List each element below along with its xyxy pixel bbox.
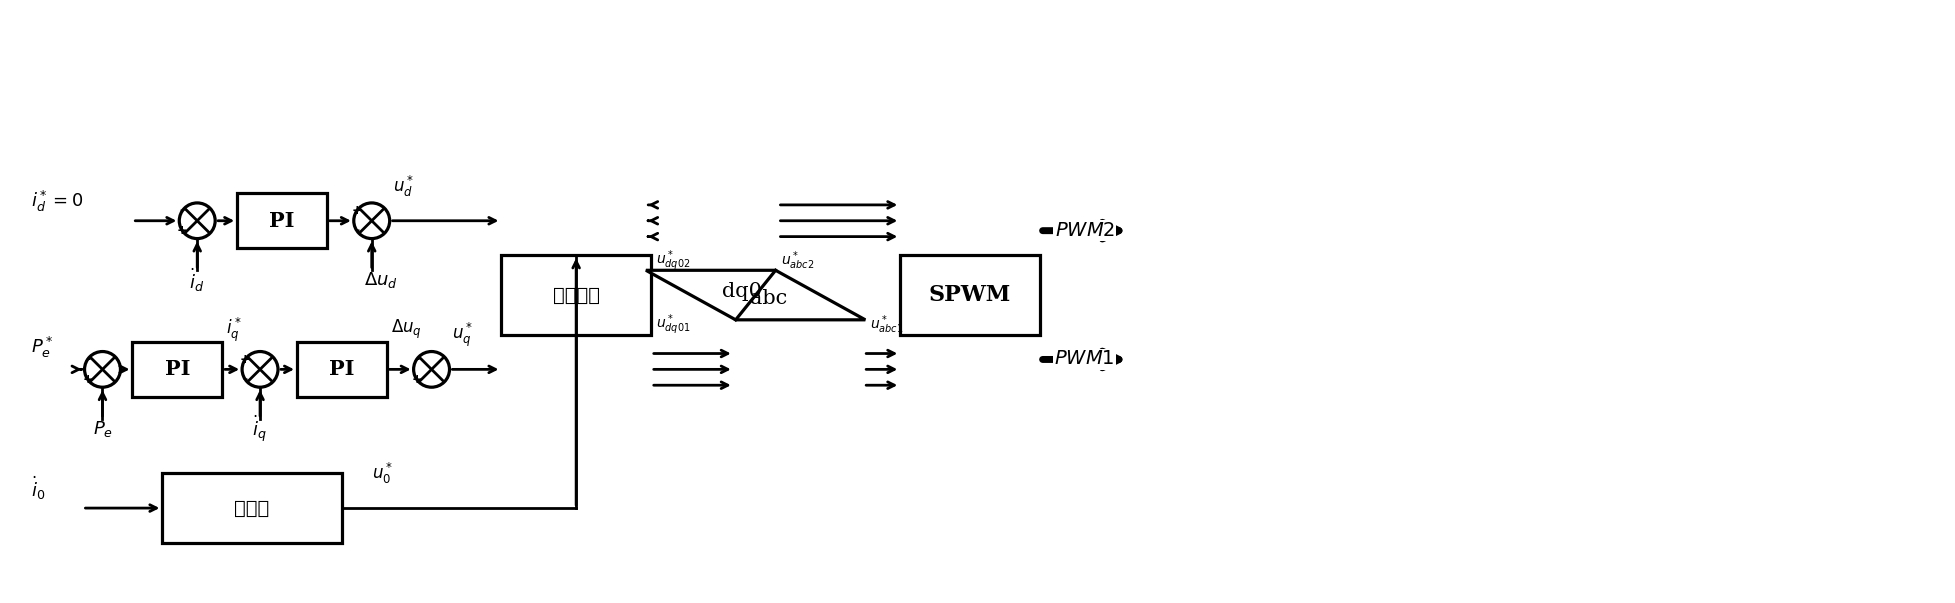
Text: +: + bbox=[240, 353, 250, 366]
Text: -: - bbox=[414, 353, 418, 366]
Text: 补偿器: 补偿器 bbox=[235, 499, 270, 517]
Bar bbox=[162, 473, 342, 543]
Text: -: - bbox=[242, 373, 248, 386]
Text: +: + bbox=[82, 373, 92, 386]
Text: $\Delta u_d$: $\Delta u_d$ bbox=[364, 270, 397, 290]
Bar bbox=[899, 256, 1040, 335]
Circle shape bbox=[414, 352, 450, 387]
Text: PI: PI bbox=[328, 359, 354, 379]
Text: $PWM1$: $PWM1$ bbox=[1054, 350, 1114, 368]
Text: abc: abc bbox=[751, 289, 788, 308]
Text: 电压分配: 电压分配 bbox=[553, 286, 600, 305]
Bar bbox=[133, 342, 223, 397]
Text: +: + bbox=[352, 204, 362, 218]
Text: $i_d^* = 0$: $i_d^* = 0$ bbox=[31, 188, 82, 213]
Text: $u_{dq01}^*$: $u_{dq01}^*$ bbox=[657, 312, 690, 337]
Text: $u_{abc1}^*$: $u_{abc1}^*$ bbox=[870, 314, 903, 336]
Text: -: - bbox=[180, 204, 186, 218]
Bar bbox=[297, 342, 387, 397]
Text: $u_q^*$: $u_q^*$ bbox=[452, 321, 473, 349]
Text: -: - bbox=[84, 353, 90, 366]
Circle shape bbox=[180, 203, 215, 239]
Circle shape bbox=[84, 352, 121, 387]
Text: $\Delta u_q$: $\Delta u_q$ bbox=[391, 318, 422, 341]
Bar bbox=[237, 193, 326, 248]
Text: $u_{abc2}^*$: $u_{abc2}^*$ bbox=[780, 249, 813, 272]
Circle shape bbox=[354, 203, 389, 239]
Text: $P_e^*$: $P_e^*$ bbox=[31, 335, 53, 360]
Text: $PWM2$: $PWM2$ bbox=[1054, 222, 1114, 239]
Text: $u_0^*$: $u_0^*$ bbox=[371, 461, 393, 486]
Text: +: + bbox=[178, 224, 188, 237]
Text: $P_e$: $P_e$ bbox=[92, 419, 113, 439]
Polygon shape bbox=[645, 270, 866, 320]
Circle shape bbox=[242, 352, 278, 387]
Text: PI: PI bbox=[164, 359, 190, 379]
Text: $\dot{i}_q$: $\dot{i}_q$ bbox=[252, 414, 266, 444]
Text: $u_d^*$: $u_d^*$ bbox=[393, 174, 414, 198]
Text: $u_{dq02}^*$: $u_{dq02}^*$ bbox=[657, 248, 690, 273]
Text: $i_q^*$: $i_q^*$ bbox=[227, 315, 242, 344]
Text: SPWM: SPWM bbox=[929, 284, 1011, 306]
Text: $\dot{i}_d$: $\dot{i}_d$ bbox=[190, 267, 205, 294]
Text: PI: PI bbox=[270, 211, 295, 231]
Text: $\dot{i}_0$: $\dot{i}_0$ bbox=[31, 475, 45, 502]
Text: +: + bbox=[411, 373, 422, 386]
Bar bbox=[500, 256, 651, 335]
Text: dq0: dq0 bbox=[721, 282, 762, 302]
Text: -: - bbox=[354, 224, 360, 237]
